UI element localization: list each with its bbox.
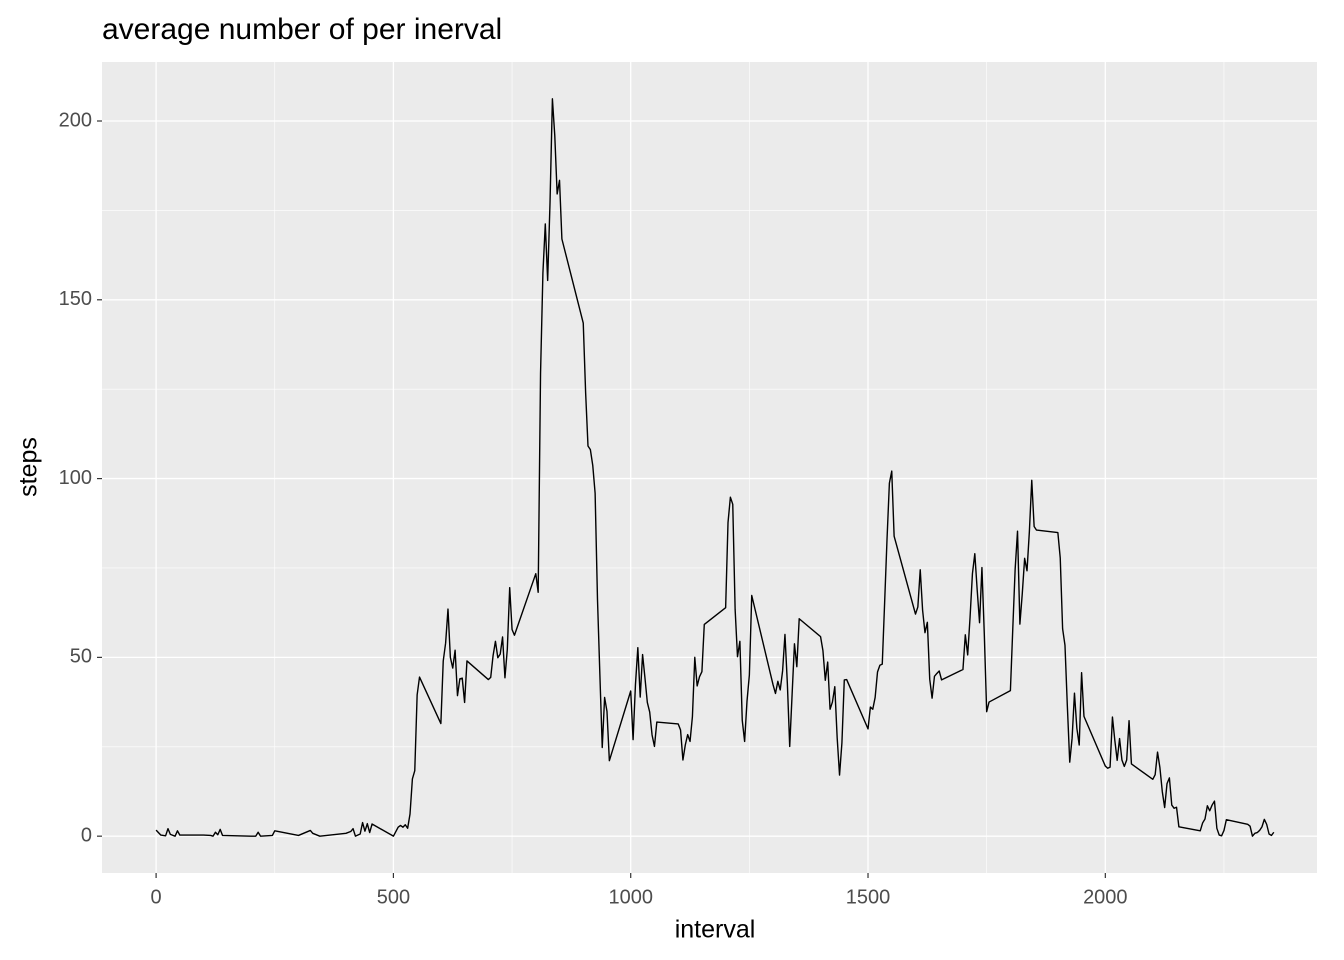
x-tick-label: 1500: [846, 886, 891, 908]
x-tick-label: 500: [377, 886, 410, 908]
x-axis-title: interval: [675, 916, 756, 944]
chart-title: average number of per inerval: [102, 13, 502, 46]
panel: [102, 62, 1317, 873]
y-tick-label: 0: [81, 824, 92, 846]
y-tick-label: 150: [59, 288, 92, 310]
x-tick-label: 0: [151, 886, 162, 908]
y-tick-label: 50: [70, 646, 92, 668]
x-tick-label: 2000: [1083, 886, 1128, 908]
data-line: [155, 98, 1275, 837]
x-tick-label: 1000: [608, 886, 653, 908]
y-tick-label: 100: [59, 467, 92, 489]
y-axis-title: steps: [15, 437, 43, 497]
y-tick-label: 200: [59, 109, 92, 131]
